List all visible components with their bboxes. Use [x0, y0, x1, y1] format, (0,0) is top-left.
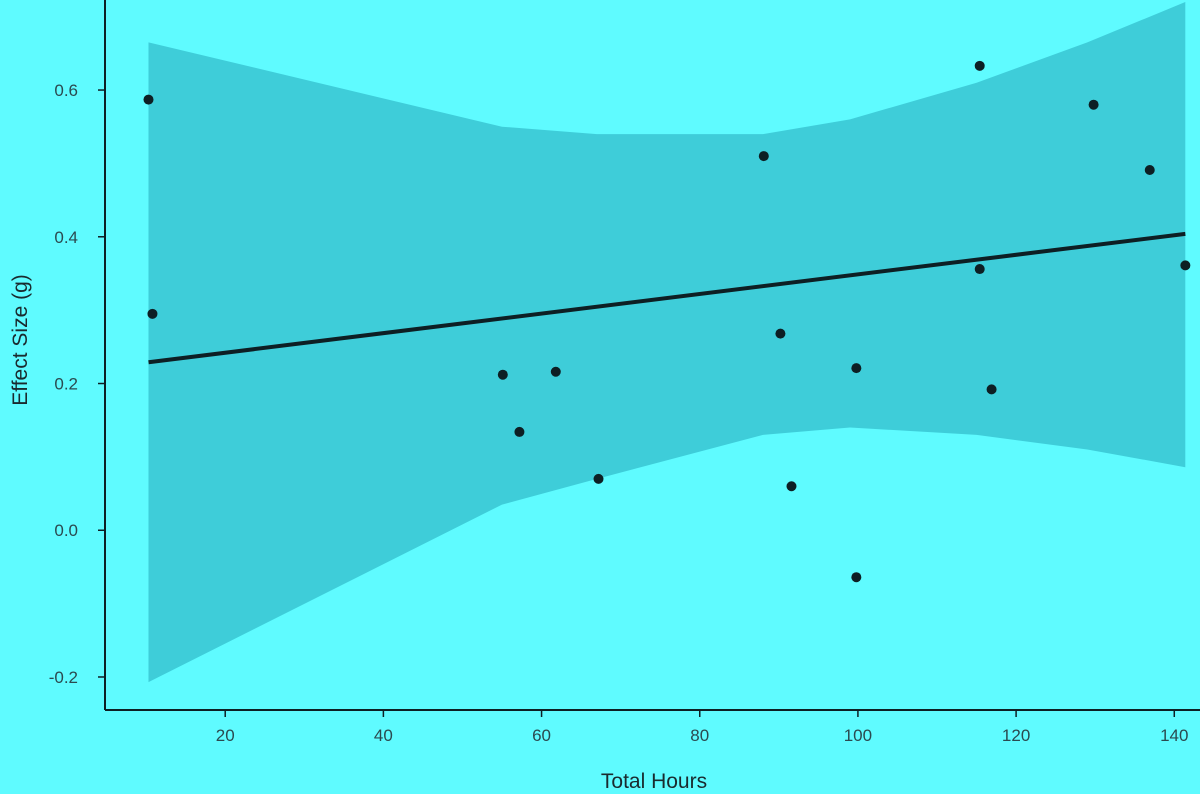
x-axis-title: Total Hours — [601, 770, 707, 793]
data-point — [775, 328, 786, 339]
data-point — [147, 308, 158, 319]
data-point — [514, 426, 525, 437]
data-point — [851, 572, 862, 583]
confidence-band — [148, 2, 1186, 683]
y-tick-label: 0.2 — [54, 375, 78, 394]
x-tick-label: 60 — [532, 726, 551, 745]
data-point — [497, 369, 508, 380]
fit-line-layer — [148, 231, 1186, 365]
axes-layer — [104, 0, 1200, 711]
y-tick-label: -0.2 — [49, 668, 78, 687]
x-ticks-layer: 20 40 60 80 100 120 140 — [216, 710, 1188, 745]
data-point — [1088, 99, 1099, 110]
x-tick-label: 120 — [1002, 726, 1030, 745]
y-axis-title: Effect Size (g) — [9, 274, 32, 406]
data-point — [1180, 260, 1191, 271]
y-tick-label: 0.6 — [54, 81, 78, 100]
x-tick-label: 140 — [1160, 726, 1188, 745]
y-tick-label: 0.4 — [54, 228, 78, 247]
x-tick-label: 20 — [216, 726, 235, 745]
y-ticks-layer: -0.2 0.0 0.2 0.4 0.6 — [49, 81, 105, 687]
data-point — [786, 481, 797, 492]
y-tick-label: 0.0 — [54, 521, 78, 540]
regression-line — [148, 231, 1186, 365]
data-point — [143, 94, 154, 105]
confidence-band-layer — [148, 2, 1186, 683]
data-point — [1144, 165, 1155, 176]
data-point — [593, 473, 604, 484]
data-point — [550, 366, 561, 377]
data-point — [851, 363, 862, 374]
x-tick-label: 80 — [690, 726, 709, 745]
data-point — [986, 384, 997, 395]
data-point — [974, 264, 985, 275]
data-point — [758, 151, 769, 162]
data-points-layer — [143, 60, 1191, 583]
data-point — [974, 60, 985, 71]
x-tick-label: 100 — [844, 726, 872, 745]
x-tick-label: 40 — [374, 726, 393, 745]
